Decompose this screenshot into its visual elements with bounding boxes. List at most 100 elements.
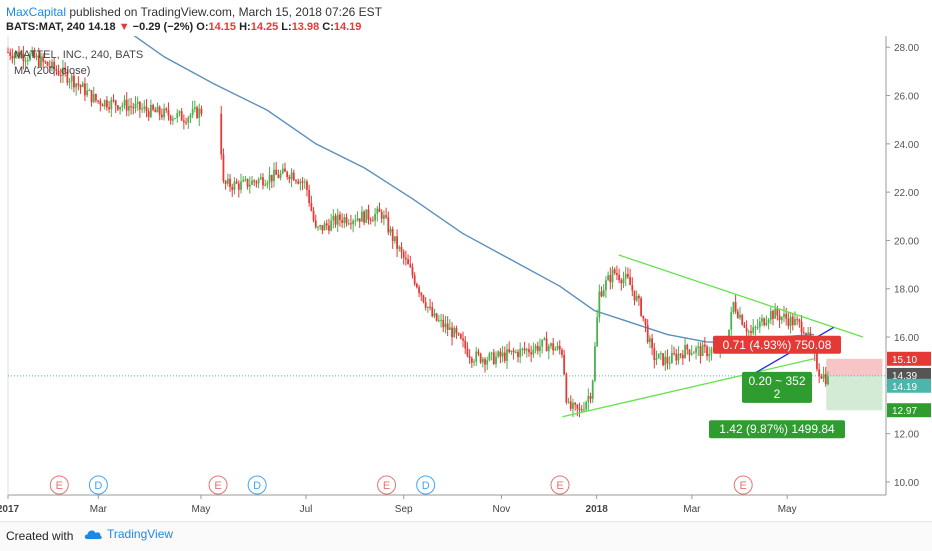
- tradingview-link[interactable]: TradingView: [83, 527, 173, 541]
- candle-body: [29, 54, 31, 61]
- candle-body: [818, 369, 821, 377]
- candle-body: [589, 396, 592, 399]
- earnings-marker[interactable]: E: [49, 475, 69, 495]
- candle-body: [670, 352, 673, 364]
- x-tick-label: Mar: [683, 504, 701, 515]
- candle-body: [37, 55, 40, 67]
- triangle-upper-line[interactable]: [618, 254, 864, 338]
- candle-body: [679, 353, 682, 355]
- price-badge-text: 12.97: [892, 406, 917, 417]
- candle-body: [354, 220, 357, 222]
- candle-body: [334, 215, 337, 225]
- candle-body: [561, 349, 563, 355]
- risk-zone[interactable]: [826, 358, 883, 376]
- x-tick-label: Nov: [492, 504, 510, 515]
- price-chart[interactable]: 28.0026.0024.0022.0020.0018.0016.0014.00…: [0, 36, 932, 521]
- event-letter: D: [253, 480, 261, 492]
- ratio-label-text: 2: [774, 387, 781, 401]
- y-tick-label: 28.00: [894, 43, 919, 54]
- close-value: 14.19: [333, 21, 362, 33]
- candle-body: [651, 338, 653, 349]
- candle-body: [59, 74, 62, 76]
- earnings-marker[interactable]: E: [733, 475, 753, 495]
- candle-body: [787, 318, 790, 326]
- candle-body: [758, 321, 761, 328]
- candle-body: [448, 327, 451, 330]
- candle-body: [196, 107, 198, 118]
- candle-body: [117, 105, 119, 110]
- target-label: 1.42 (9.87%) 1499.84: [709, 420, 845, 439]
- candle-body: [536, 345, 539, 352]
- reward-zone[interactable]: [826, 375, 883, 411]
- candle-body: [552, 343, 555, 351]
- chart-title: MATTEL, INC., 240, BATS: [14, 49, 143, 61]
- candle-body: [415, 283, 418, 288]
- candle-body: [739, 315, 741, 318]
- candle-body: [618, 274, 621, 281]
- candle-body: [18, 51, 20, 58]
- candle-body: [530, 352, 533, 355]
- candle-body: [374, 213, 377, 221]
- event-circle: [247, 475, 267, 495]
- candle-body: [681, 354, 684, 359]
- candle-body: [165, 108, 168, 110]
- dividend-marker[interactable]: D: [416, 475, 436, 495]
- candle-body: [653, 348, 656, 361]
- candle-body: [7, 52, 9, 54]
- candle-body: [644, 318, 647, 325]
- dividend-marker[interactable]: D: [247, 475, 267, 495]
- y-tick-label: 12.00: [894, 430, 919, 441]
- candle-body: [512, 350, 515, 353]
- event-circle: [416, 475, 436, 495]
- earnings-marker[interactable]: E: [550, 475, 570, 495]
- low-value: 13.98: [291, 21, 320, 33]
- candle-body: [73, 75, 75, 88]
- candle-body: [673, 352, 675, 354]
- candle-body: [303, 181, 306, 183]
- candle-body: [130, 106, 133, 108]
- candle-body: [754, 327, 757, 329]
- earnings-marker[interactable]: E: [377, 475, 397, 495]
- candle-body: [470, 358, 473, 363]
- candle-body: [657, 353, 660, 359]
- candle-body: [501, 352, 504, 357]
- candle-body: [123, 99, 126, 106]
- candle-body: [772, 310, 774, 319]
- candle-body: [290, 172, 293, 180]
- candle-body: [68, 81, 71, 83]
- candle-body: [637, 295, 640, 299]
- candle-body: [222, 154, 225, 182]
- candle-body: [143, 106, 146, 109]
- candle-body: [736, 311, 739, 318]
- candle-body: [446, 323, 449, 330]
- candle-body: [77, 83, 80, 86]
- triangle-lower-line[interactable]: [562, 358, 815, 418]
- candle-body: [64, 67, 67, 72]
- candle-body: [556, 345, 559, 349]
- candle-body: [33, 50, 36, 58]
- candle-body: [103, 100, 106, 107]
- price-badge-bg: [887, 367, 931, 382]
- candle-body: [490, 352, 493, 354]
- low-label: L:: [281, 21, 292, 33]
- candle-body: [741, 315, 744, 325]
- candle-body: [756, 327, 759, 329]
- candle-body: [343, 217, 346, 223]
- candle-body: [695, 347, 697, 353]
- earnings-marker[interactable]: E: [208, 475, 228, 495]
- candle-body: [499, 351, 502, 357]
- candle-body: [266, 183, 269, 185]
- candle-body: [750, 331, 752, 333]
- ohlc-header: BATS:MAT, 240 14.18 ▼ −0.29 (−2%) O:14.1…: [6, 21, 361, 33]
- candle-body: [167, 109, 170, 116]
- candle-body: [198, 108, 201, 118]
- author-name[interactable]: MaxCapital: [6, 5, 67, 19]
- candle-body: [451, 327, 453, 338]
- candle-body: [475, 351, 478, 362]
- candle-body: [248, 184, 251, 187]
- dividend-marker[interactable]: D: [88, 475, 108, 495]
- candle-body: [765, 322, 768, 326]
- candle-body: [780, 316, 783, 321]
- candle-body: [466, 348, 469, 357]
- candle-body: [404, 257, 407, 260]
